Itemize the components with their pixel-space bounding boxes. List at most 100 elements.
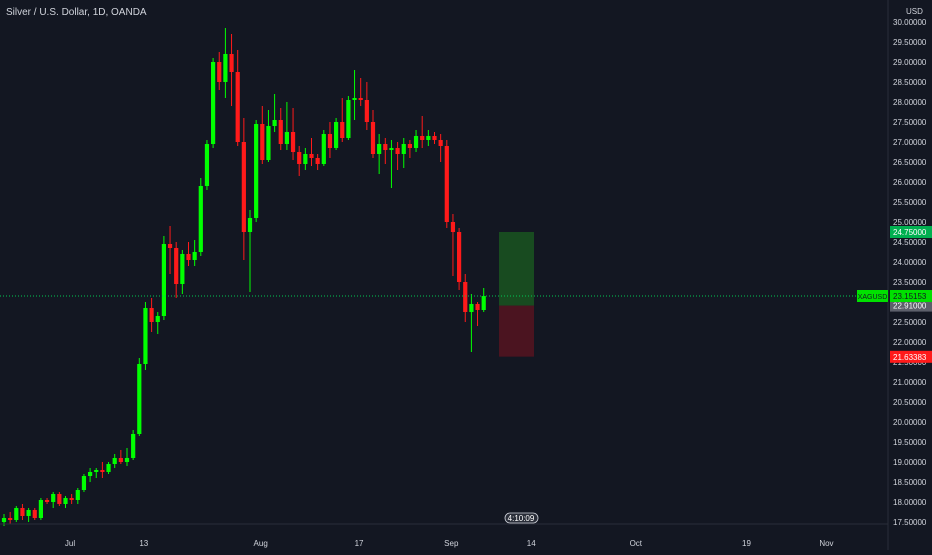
time-marker-label: 4:10:09: [508, 514, 535, 523]
candle-body: [217, 62, 222, 82]
y-tick-label: 18.00000: [893, 498, 927, 507]
price-label-box: [890, 350, 932, 363]
candle-body: [303, 154, 308, 164]
y-tick-label: 30.00000: [893, 18, 927, 27]
candle: [155, 312, 160, 334]
time-axis[interactable]: Jul 13 Aug 17 Sep 14 Oct 19 Nov: [65, 539, 834, 548]
candle: [211, 58, 216, 148]
x-tick-label: 13: [139, 539, 148, 548]
candle: [186, 242, 191, 266]
x-tick-label: 14: [527, 539, 536, 548]
candle: [290, 108, 296, 160]
symbol-title: Silver / U.S. Dollar, 1D, OANDA: [6, 7, 147, 18]
candle-body: [321, 134, 326, 164]
candle-body: [180, 254, 185, 284]
candle-body: [131, 434, 136, 458]
candle: [229, 34, 234, 106]
candle: [260, 106, 265, 164]
candle-body: [444, 146, 449, 222]
candle: [432, 132, 437, 144]
x-tick-label: 17: [355, 539, 364, 548]
candle-body: [112, 458, 117, 464]
candle: [161, 236, 166, 320]
candle-body: [377, 144, 382, 154]
current-price-box: [890, 290, 932, 302]
candle: [94, 468, 99, 478]
price-label: 22.91000: [890, 299, 932, 312]
loss-zone[interactable]: [499, 305, 534, 357]
candle-body: [167, 244, 173, 248]
price-label-box: [890, 299, 932, 312]
candle: [426, 130, 431, 146]
candle-body: [327, 134, 333, 148]
candle: [315, 154, 320, 170]
candle-body: [407, 144, 412, 148]
candle: [457, 228, 462, 290]
candle: [118, 450, 123, 464]
candle: [407, 140, 412, 158]
candle-body: [284, 132, 289, 144]
candles: [1, 28, 486, 526]
candle: [112, 454, 117, 468]
current-price-tag: XAGUSD 23.15153: [857, 290, 932, 302]
candle: [38, 498, 43, 520]
price-label-box: [890, 226, 932, 238]
candle: [51, 492, 56, 508]
candle-body: [88, 472, 93, 476]
candle-body: [413, 136, 419, 148]
candle: [8, 512, 13, 524]
candle: [106, 462, 111, 474]
candle: [69, 494, 74, 504]
candle: [44, 498, 50, 504]
candle: [438, 134, 443, 162]
candle: [463, 274, 468, 322]
time-marker[interactable]: 4:10:09: [504, 512, 539, 524]
candle-body: [20, 508, 25, 516]
y-tick-label: 17.50000: [893, 518, 927, 527]
current-price-value: 23.15153: [893, 292, 927, 301]
y-tick-label: 29.00000: [893, 58, 927, 67]
y-tick-label: 29.50000: [893, 38, 927, 47]
x-tick-label: Sep: [444, 539, 459, 548]
candle-body: [457, 232, 462, 282]
candle: [180, 250, 185, 294]
profit-zone[interactable]: [499, 232, 534, 306]
candle: [450, 214, 456, 276]
symbol-tag-box: [857, 290, 888, 302]
candle: [340, 98, 345, 142]
candle: [149, 298, 154, 332]
y-tick-label: 26.00000: [893, 178, 927, 187]
candle: [278, 108, 283, 150]
candle: [377, 134, 382, 174]
candle-body: [346, 100, 351, 138]
y-tick-label: 28.00000: [893, 98, 927, 107]
candle-body: [69, 498, 74, 500]
position-tool[interactable]: [499, 232, 534, 357]
candle: [235, 50, 240, 146]
candle-body: [426, 136, 431, 140]
candle: [75, 488, 80, 504]
candle: [198, 178, 203, 256]
candle-body: [155, 316, 160, 322]
candle-body: [1, 518, 7, 522]
y-tick-label: 27.00000: [893, 138, 927, 147]
candle: [352, 70, 357, 120]
y-tick-label: 18.50000: [893, 478, 927, 487]
candle: [20, 504, 25, 520]
candle: [413, 130, 419, 152]
candle-body: [352, 98, 357, 100]
candle-body: [26, 510, 31, 516]
y-tick-label: 28.50000: [893, 78, 927, 87]
y-tick-label: 24.50000: [893, 238, 927, 247]
price-label: 21.63383: [890, 350, 932, 363]
candle: [100, 462, 105, 478]
y-tick-label: 20.50000: [893, 398, 927, 407]
candle: [57, 492, 62, 506]
candle: [297, 146, 302, 176]
x-tick-label: 19: [742, 539, 751, 548]
candle: [327, 122, 333, 158]
symbol-tag-label: XAGUSD: [858, 294, 888, 301]
candle: [247, 210, 253, 292]
